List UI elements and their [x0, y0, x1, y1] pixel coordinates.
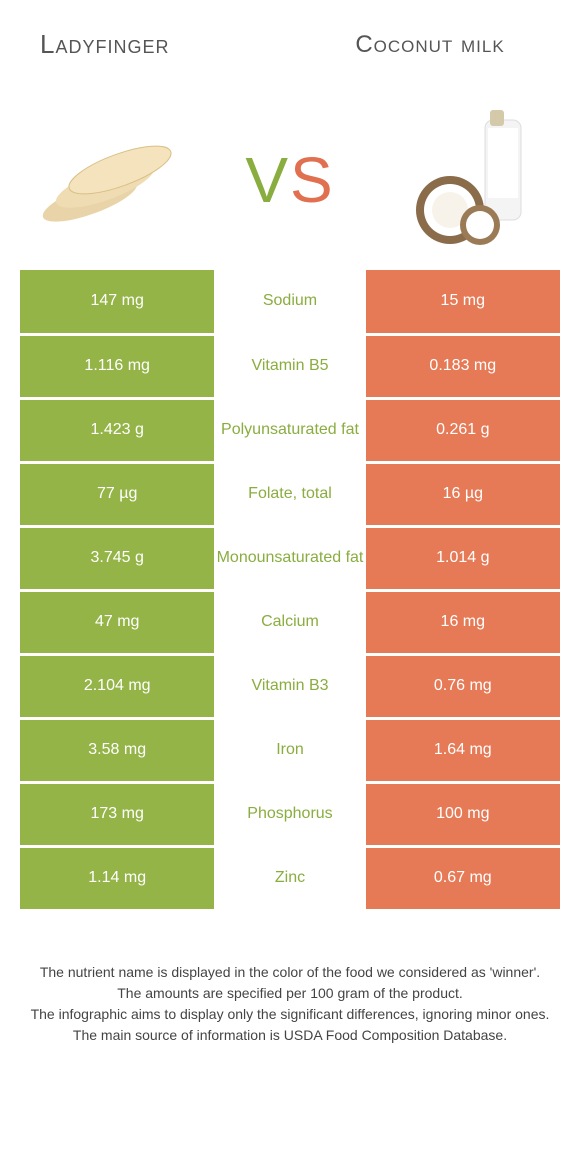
ladyfinger-image — [30, 100, 190, 260]
table-row: 1.116 mgVitamin B50.183 mg — [20, 334, 560, 398]
right-value: 0.76 mg — [366, 654, 560, 718]
table-row: 3.58 mgIron1.64 mg — [20, 718, 560, 782]
nutrient-label: Folate, total — [214, 462, 365, 526]
coconut-milk-image — [390, 100, 550, 260]
left-value: 77 µg — [20, 462, 214, 526]
left-value: 3.58 mg — [20, 718, 214, 782]
nutrient-label: Polyunsaturated fat — [214, 398, 365, 462]
table-row: 1.14 mgZinc0.67 mg — [20, 846, 560, 910]
header: Ladyfinger Coconut milk — [0, 0, 580, 90]
right-value: 16 µg — [366, 462, 560, 526]
vs-s: S — [290, 144, 335, 216]
vs-label: VS — [245, 143, 334, 217]
nutrient-label: Vitamin B5 — [214, 334, 365, 398]
nutrient-label: Monounsaturated fat — [214, 526, 365, 590]
footer-line-2: The amounts are specified per 100 gram o… — [20, 983, 560, 1004]
right-value: 15 mg — [366, 270, 560, 334]
left-value: 173 mg — [20, 782, 214, 846]
nutrient-label: Calcium — [214, 590, 365, 654]
footer-line-1: The nutrient name is displayed in the co… — [20, 962, 560, 983]
nutrient-label: Zinc — [214, 846, 365, 910]
left-value: 2.104 mg — [20, 654, 214, 718]
nutrient-label: Sodium — [214, 270, 365, 334]
left-value: 1.423 g — [20, 398, 214, 462]
vs-v: V — [245, 144, 290, 216]
table-row: 3.745 gMonounsaturated fat1.014 g — [20, 526, 560, 590]
left-food-title: Ladyfinger — [20, 30, 300, 60]
left-value: 1.14 mg — [20, 846, 214, 910]
left-value: 147 mg — [20, 270, 214, 334]
right-value: 0.67 mg — [366, 846, 560, 910]
footer: The nutrient name is displayed in the co… — [20, 962, 560, 1046]
footer-line-3: The infographic aims to display only the… — [20, 1004, 560, 1025]
table-row: 47 mgCalcium16 mg — [20, 590, 560, 654]
footer-line-4: The main source of information is USDA F… — [20, 1025, 560, 1046]
table-row: 147 mgSodium15 mg — [20, 270, 560, 334]
right-value: 0.183 mg — [366, 334, 560, 398]
table-row: 77 µgFolate, total16 µg — [20, 462, 560, 526]
nutrient-label: Iron — [214, 718, 365, 782]
left-value: 47 mg — [20, 590, 214, 654]
right-value: 1.014 g — [366, 526, 560, 590]
right-value: 0.261 g — [366, 398, 560, 462]
table-row: 1.423 gPolyunsaturated fat0.261 g — [20, 398, 560, 462]
left-value: 3.745 g — [20, 526, 214, 590]
table-row: 173 mgPhosphorus100 mg — [20, 782, 560, 846]
nutrient-table: 147 mgSodium15 mg1.116 mgVitamin B50.183… — [20, 270, 560, 912]
table-row: 2.104 mgVitamin B30.76 mg — [20, 654, 560, 718]
images-row: VS — [0, 90, 580, 270]
right-value: 16 mg — [366, 590, 560, 654]
right-value: 100 mg — [366, 782, 560, 846]
nutrient-label: Phosphorus — [214, 782, 365, 846]
left-value: 1.116 mg — [20, 334, 214, 398]
nutrient-label: Vitamin B3 — [214, 654, 365, 718]
right-food-title: Coconut milk — [300, 31, 560, 59]
right-value: 1.64 mg — [366, 718, 560, 782]
